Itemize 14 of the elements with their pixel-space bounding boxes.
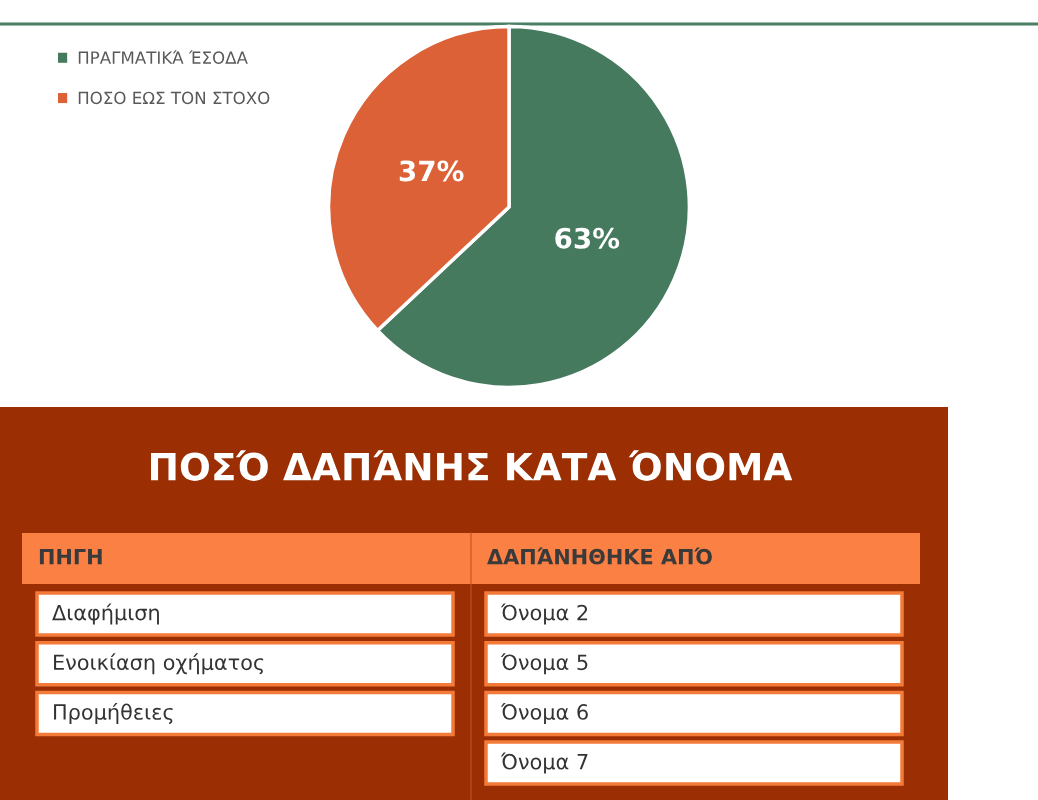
text: ΠΟΣΌ ΔΑΠΆΝΗΣ ΚΑΤΑ ΌΝΟΜΑ bbox=[151, 450, 793, 481]
category-label: ΔΑΠΆΝΗΘΗΚΕ ΑΠΌ bbox=[487, 547, 712, 565]
legend-label: ΠΟΣΟ ΕΩΣ ΤΟΝ ΣΤΟΧΟ bbox=[78, 91, 270, 105]
text: Όνομα 6 bbox=[500, 702, 588, 724]
data-label: 37% bbox=[399, 160, 464, 182]
data-label: 63% bbox=[555, 227, 620, 249]
text: Διαφήμιση bbox=[52, 603, 159, 625]
category-label: ΠΗΓΗ bbox=[39, 549, 102, 565]
legend-label: ΠΡΑΓΜΑΤΙΚΆ ΈΣΟΔΑ bbox=[78, 50, 248, 64]
text: Όνομα 7 bbox=[500, 752, 588, 774]
text: Όνομα 5 bbox=[500, 653, 588, 675]
text: Ενοικίαση οχήματος bbox=[54, 653, 264, 675]
text: Προμήθειες bbox=[54, 702, 173, 724]
text: Όνομα 2 bbox=[500, 603, 588, 625]
